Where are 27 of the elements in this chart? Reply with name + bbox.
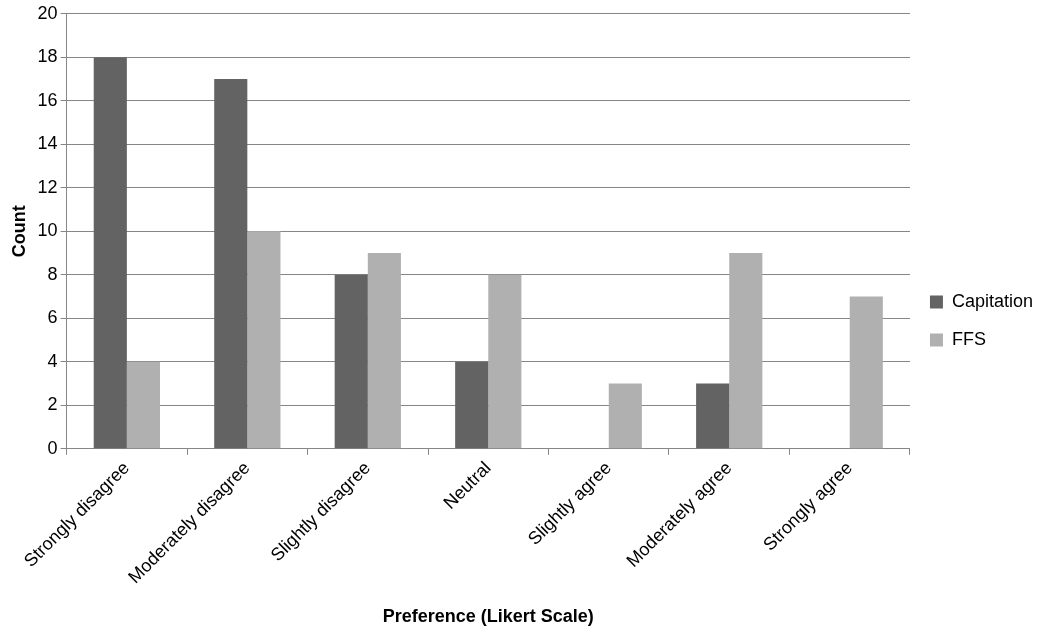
y-tick-label: 0 — [47, 437, 58, 458]
bar — [729, 253, 763, 449]
y-tick-label: 10 — [37, 220, 58, 241]
x-axis-title: Preference (Likert Scale) — [382, 606, 594, 627]
bar — [608, 383, 642, 449]
bar — [367, 253, 401, 449]
y-tick-label: 2 — [47, 394, 58, 415]
legend-label: FFS — [951, 328, 986, 349]
bar — [696, 383, 730, 449]
y-tick-label: 12 — [37, 176, 58, 197]
bar — [247, 231, 281, 449]
bar — [849, 296, 883, 449]
y-tick-label: 16 — [37, 89, 58, 110]
y-tick-label: 4 — [47, 350, 58, 371]
bar — [214, 79, 248, 449]
legend-label: Capitation — [951, 290, 1034, 311]
y-tick-label: 8 — [47, 263, 58, 284]
y-tick-label: 14 — [37, 133, 58, 154]
bar — [334, 274, 368, 449]
bar — [455, 361, 489, 449]
y-tick-label: 20 — [37, 2, 58, 23]
y-tick-label: 6 — [47, 307, 58, 328]
y-axis-title: Count — [8, 205, 29, 258]
y-tick-label: 18 — [37, 46, 58, 67]
bar — [488, 274, 522, 449]
bar — [93, 57, 127, 449]
bar — [126, 361, 160, 449]
